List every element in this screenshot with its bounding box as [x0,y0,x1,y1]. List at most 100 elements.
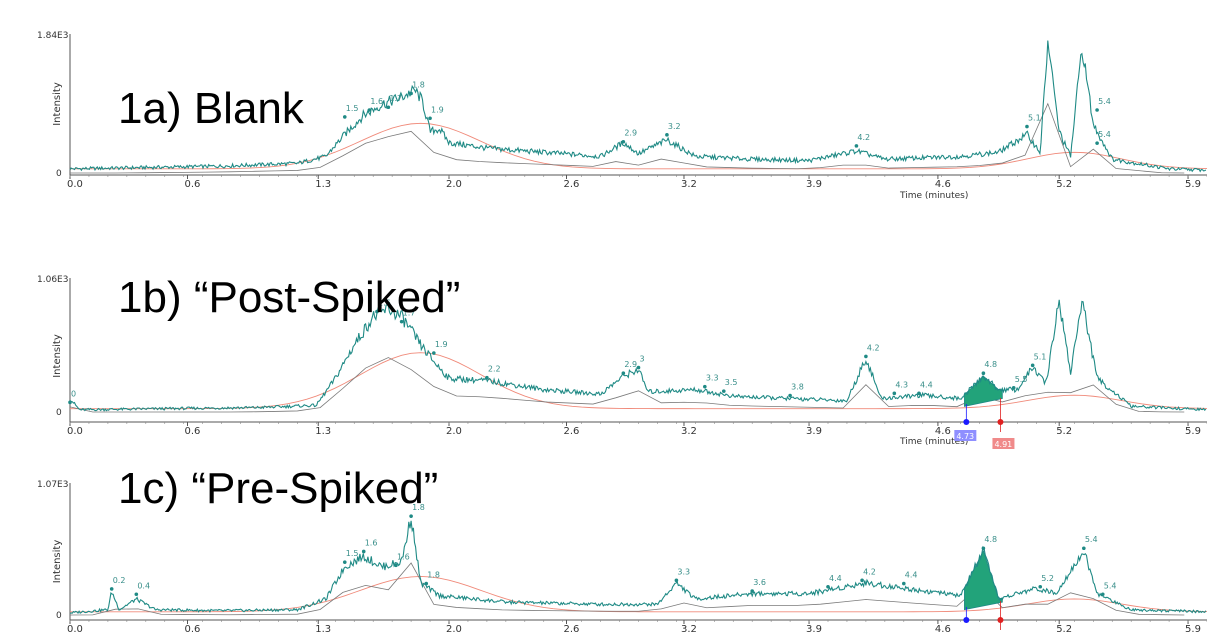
marker-box-end [992,438,1015,449]
peak-apex-dot [860,578,864,583]
peak-apex-dot [854,144,859,148]
peak-label: 1.9 [431,105,444,114]
x-tick-label: 2.0 [446,179,462,190]
peak-label: 2.9 [624,360,637,369]
peak-apex-dot [892,391,897,396]
peak-label: 3.6 [753,578,766,587]
peak-label: 4.8 [984,535,997,544]
x-tick-label: 5.2 [1056,624,1072,635]
integration-baseline [69,562,1185,616]
y-max-label: 1.07E3 [37,480,68,490]
peak-apex-dot [428,116,432,121]
x-tick-label: 3.2 [681,624,697,635]
marker-label-start: 4.73 [956,432,974,441]
peak-label: 5.4 [1098,130,1111,139]
peak-label: 1.7 [403,309,416,318]
peak-apex-dot [621,371,626,376]
x-tick-label: 2.0 [446,426,462,437]
peak-label: 5.5 [1015,375,1028,384]
x-tick-label: 5.9 [1185,624,1201,635]
x-tick-label: 0.6 [184,179,200,190]
integrated-peak-area [964,375,1003,407]
peak-apex-dot [134,592,139,597]
x-tick-label: 0.6 [184,426,200,437]
peak-label: 5.4 [1104,581,1117,590]
smoothed-curve [70,122,1207,170]
peak-label: 1.9 [435,340,448,349]
y-max-label: 1.06E3 [37,275,68,285]
marker-dot-start [963,617,970,623]
peak-apex-dot [1038,584,1043,589]
peak-label: 4.4 [905,571,918,580]
y-zero-label: 0 [56,611,62,621]
x-tick-label: 3.2 [681,426,697,437]
integration-baseline [70,102,1185,174]
integration-baseline [69,357,1185,413]
peak-label: 5.4 [1085,535,1098,544]
integrated-peak-area [964,549,1003,611]
peak-label: 3.5 [725,378,738,387]
x-tick-label: 5.2 [1056,426,1072,437]
peak-label: 4.8 [984,360,997,369]
peak-label: 5.2 [1041,574,1054,583]
marker-dot-end [997,419,1004,425]
marker-box-start [954,430,977,441]
x-tick-label: 3.9 [806,426,822,437]
chromatogram-trace [69,40,1207,173]
peak-apex-dot [399,319,404,324]
peak-apex-dot [1100,592,1105,597]
peak-label: 3.3 [677,567,690,576]
peak-apex-dot [981,546,986,551]
peak-label: 4.4 [829,574,842,583]
marker-dot-end [997,617,1004,623]
peak-label: 4.2 [857,133,870,142]
peak-label: 4.2 [867,343,880,352]
peak-apex-dot [674,578,679,583]
peak-apex-dot [1082,546,1086,551]
peak-label: 0.2 [113,576,126,585]
peak-apex-dot [1095,141,1099,145]
peak-label: 1.6 [365,538,378,547]
peak-label: 1.8 [412,80,425,89]
chromatogram-trace [69,520,1207,615]
peak-apex-dot [432,351,436,355]
x-tick-label: 4.6 [935,624,951,635]
peak-apex-dot [1025,124,1029,129]
peak-apex-dot [721,389,726,393]
panel-title: 1a) Blank [118,84,305,133]
peak-apex-dot [386,105,391,110]
x-tick-label: 1.3 [315,426,331,437]
peak-apex-dot [361,549,366,554]
peak-label: 3.3 [706,374,719,383]
peak-label: 5.1 [1034,352,1047,361]
peak-label: 0 [71,389,76,398]
peak-apex-dot [636,365,641,370]
peak-apex-dot [409,91,413,96]
peak-apex-dot [342,560,347,564]
y-axis-label: Intensity [52,540,63,584]
panel-title: 1b) “Post-Spiked” [118,273,460,322]
x-tick-label: 2.6 [563,179,579,190]
x-tick-label: 4.6 [935,426,951,437]
y-max-label: 1.84E3 [37,31,68,41]
x-tick-label: 2.6 [563,426,579,437]
peak-label: 4.4 [920,380,933,389]
peak-label: 1.5 [346,549,359,558]
x-axis-title: Time (minutes) [899,437,968,447]
peak-apex-dot [342,115,347,119]
peak-apex-dot [109,587,114,591]
x-tick-label: 3.2 [681,179,697,190]
chart-panel-1: Intensity 1.84E3 0 0.0 0.6 1.3 2.0 2.6 3.2 3.9 4.6… [37,31,1207,201]
peak-label: 5.4 [1098,97,1111,106]
x-axis-title: Time (minutes) [899,191,968,201]
peak-apex-dot [424,581,429,586]
y-axis-label: Intensity [52,82,63,126]
x-tick-label: 1.3 [315,179,331,190]
peak-label: 1.6 [370,97,383,106]
x-tick-label: 2.0 [446,624,462,635]
x-tick-label: 3.9 [806,624,822,635]
peak-label: 1.8 [427,571,440,580]
peak-label: 4.3 [895,380,908,389]
x-tick-label: 3.9 [806,179,822,190]
